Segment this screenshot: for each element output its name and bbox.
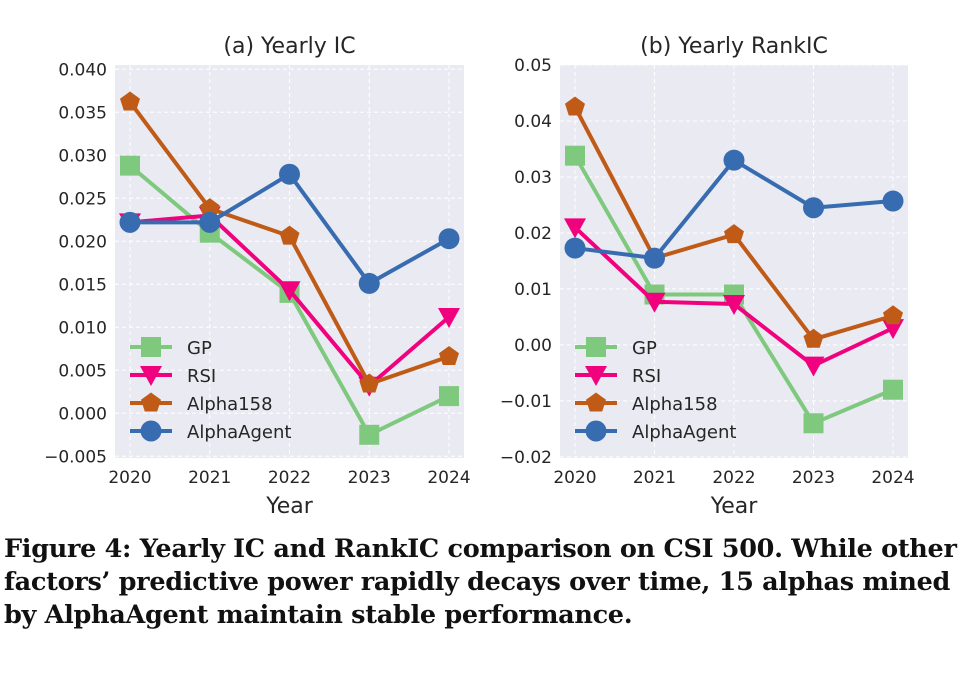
data-point [120,155,140,176]
data-point [883,305,903,325]
legend-marker-triangle-down-icon [585,366,607,386]
x-axis-label: Year [265,494,314,519]
chart-panel-0: −0.005 0.000 0.005 0.010 0.015 0.020 0.025 0.03… [44,34,471,519]
data-point [803,197,824,219]
legend-label: Alpha158 [187,394,273,415]
data-point [803,413,824,434]
y-tick-label: 0.03 [514,168,552,188]
y-tick-label: −0.02 [500,448,552,468]
data-point [564,218,586,239]
data-point [724,224,744,244]
series-alpha158 [120,91,459,393]
y-tick-label: 0.02 [514,224,552,244]
legend-label: RSI [187,366,216,387]
chart-panel-1: −0.02 −0.01 0.00 0.01 0.02 0.03 0.04 0.05 2020 20… [500,34,915,519]
legend: GP RSI Alpha158 AlphaAgent [575,337,736,443]
legend-label: Alpha158 [632,394,718,415]
legend-label: GP [632,338,657,359]
data-point [882,190,904,212]
legend-label: AlphaAgent [632,422,736,443]
data-point [359,373,380,393]
data-point [279,225,300,245]
data-point [723,149,745,171]
legend-marker-circle-icon [585,420,607,442]
x-tick-label: 2022 [268,468,311,488]
y-tick-label: −0.01 [500,392,552,412]
data-point [803,328,824,348]
data-point [723,295,745,316]
data-point [439,386,459,407]
data-point [564,237,586,259]
data-point [359,424,380,445]
x-tick-label: 2021 [188,468,231,488]
figure-caption: Figure 4: Yearly IC and RankIC compariso… [4,534,957,630]
data-point [278,281,301,302]
legend-marker-pentagon-icon [141,392,161,412]
y-tick-label: 0.005 [58,361,107,381]
y-tick-label: 0.04 [514,112,552,132]
y-tick-label: 0.015 [58,275,107,295]
y-tick-label: 0.05 [514,56,552,76]
y-tick-label: 0.020 [58,232,107,252]
x-tick-label: 2024 [427,468,470,488]
legend-marker-square-icon [586,337,606,357]
x-tick-label: 2020 [553,468,596,488]
data-point [644,247,665,269]
x-axis-label: Year [710,494,759,519]
y-tick-label: 0.010 [58,318,107,338]
data-point [438,307,460,328]
legend-marker-square-icon [141,337,161,357]
data-point [358,272,380,294]
x-tick-label: 2021 [633,468,676,488]
data-point [119,211,141,233]
data-point [565,96,585,116]
figure: −0.005 0.000 0.005 0.010 0.015 0.020 0.025 0.03… [44,34,915,519]
data-point [802,356,825,377]
y-tick-label: −0.005 [44,447,107,467]
data-point [199,211,221,233]
data-point [439,346,459,365]
legend-label: RSI [632,366,661,387]
chart-title: (b) Yearly RankIC [640,34,828,59]
legend-marker-triangle-down-icon [140,366,162,386]
y-tick-label: 0.040 [58,60,107,80]
chart-title: (a) Yearly IC [223,34,355,59]
data-point [565,145,585,166]
data-point [883,379,903,400]
legend-label: GP [187,338,212,359]
legend: GP RSI Alpha158 AlphaAgent [130,337,291,443]
series-alphaagent [564,149,904,269]
y-tick-label: 0.035 [58,103,107,123]
data-point [120,91,140,111]
x-tick-label: 2023 [348,468,391,488]
series-alphaagent [119,163,460,294]
y-tick-label: 0.00 [514,336,552,356]
x-tick-label: 2024 [871,468,914,488]
x-tick-label: 2023 [792,468,835,488]
data-point [199,198,220,218]
legend-marker-pentagon-icon [586,392,606,412]
data-point [438,228,460,250]
data-point [279,163,300,185]
data-point [643,292,666,313]
x-tick-label: 2020 [108,468,151,488]
x-tick-label: 2022 [712,468,755,488]
y-tick-label: 0.000 [58,404,107,424]
y-tick-label: 0.025 [58,189,107,209]
legend-label: AlphaAgent [187,422,291,443]
legend-marker-circle-icon [140,420,162,442]
y-tick-label: 0.030 [58,146,107,166]
y-tick-label: 0.01 [514,280,552,300]
